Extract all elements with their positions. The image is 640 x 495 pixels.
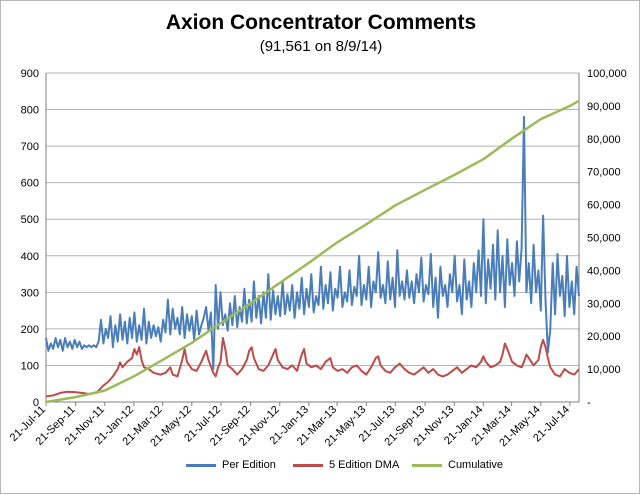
y-right-tick-label: 60,000	[587, 200, 621, 212]
y-left-tick-label: 400	[21, 251, 39, 263]
y-right-tick-label: 70,000	[587, 167, 621, 179]
y-right-tick-label: -	[587, 397, 591, 409]
series-line-per-edition	[45, 115, 580, 371]
y-left-tick-label: 300	[21, 287, 39, 299]
y-right-tick-label: 20,000	[587, 331, 621, 343]
series-line-cumulative	[45, 99, 580, 404]
y-right-tick-label: 90,000	[587, 101, 621, 113]
y-left-tick-label: 200	[21, 324, 39, 336]
chart-legend: Per Edition 5 Edition DMA Cumulative	[1, 459, 640, 479]
y-left-tick-label: 100	[21, 360, 39, 372]
y-right-tick-label: 50,000	[587, 233, 621, 245]
y-right-tick-label: 10,000	[587, 364, 621, 376]
chart-subtitle: (91,561 on 8/9/14)	[259, 38, 383, 55]
y-right-tick-label: 40,000	[587, 265, 621, 277]
legend-label: Cumulative	[448, 459, 504, 471]
series-line-5-edition-dma	[45, 337, 580, 398]
y-left-tick-label: 700	[21, 141, 39, 153]
y-left-tick-label: 500	[21, 214, 39, 226]
legend-swatch	[293, 463, 323, 467]
legend-label: Per Edition	[222, 459, 276, 471]
legend-item: Cumulative	[412, 459, 503, 471]
legend-item: 5 Edition DMA	[293, 459, 399, 471]
legend-label: 5 Edition DMA	[329, 459, 400, 471]
y-left-tick-label: 0	[33, 397, 39, 409]
chart-title: Axion Concentrator Comments	[165, 11, 477, 34]
y-right-tick-label: 80,000	[587, 134, 621, 146]
y-left-tick-label: 600	[21, 178, 39, 190]
legend-item: Per Edition	[186, 459, 276, 471]
y-right-tick-label: 30,000	[587, 298, 621, 310]
y-right-tick-label: 100,000	[587, 68, 627, 80]
legend-swatch	[186, 463, 216, 467]
y-left-tick-label: 900	[21, 68, 39, 80]
y-left-tick-label: 800	[21, 105, 39, 117]
legend-swatch	[412, 463, 442, 467]
